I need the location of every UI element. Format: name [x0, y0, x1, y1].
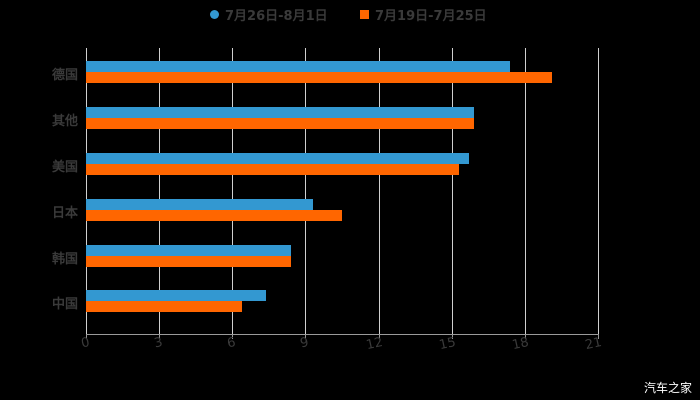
- x-tick-label: 21: [583, 335, 604, 354]
- bar-series-1[interactable]: [86, 61, 510, 72]
- gridline: [452, 48, 453, 334]
- axis-tick: [232, 334, 233, 339]
- legend-label: 7月26日-8月1日: [225, 8, 328, 24]
- axis-tick: [452, 334, 453, 339]
- bar-series-1[interactable]: [86, 290, 266, 301]
- axis-tick: [305, 334, 306, 339]
- bar-series-2[interactable]: [86, 301, 242, 312]
- x-tick-label: 6: [225, 335, 238, 352]
- gridline: [598, 48, 599, 334]
- watermark: 汽车之家: [643, 381, 692, 395]
- x-tick-label: 9: [298, 335, 311, 352]
- x-axis-line: [86, 334, 599, 335]
- bar-series-2[interactable]: [86, 210, 342, 221]
- category-label: 韩国: [51, 252, 78, 267]
- axis-tick: [525, 334, 526, 339]
- gridline: [86, 48, 87, 334]
- bar-series-1[interactable]: [86, 199, 313, 210]
- category-label: 其他: [51, 114, 78, 129]
- axis-tick: [159, 334, 160, 339]
- gridline: [525, 48, 526, 334]
- gridline: [305, 48, 306, 334]
- category-label: 美国: [51, 160, 78, 175]
- bar-series-1[interactable]: [86, 153, 469, 164]
- category-label: 中国: [51, 297, 78, 312]
- category-label: 日本: [51, 206, 78, 221]
- axis-tick: [86, 334, 87, 339]
- category-label: 德国: [51, 68, 78, 83]
- x-tick-label: 0: [79, 335, 92, 352]
- gridline: [159, 48, 160, 334]
- bar-series-2[interactable]: [86, 164, 459, 175]
- bar-series-1[interactable]: [86, 107, 474, 118]
- legend-item-series-1[interactable]: 7月26日-8月1日: [210, 4, 328, 24]
- axis-tick: [379, 334, 380, 339]
- bar-series-2[interactable]: [86, 118, 474, 129]
- bar-series-2[interactable]: [86, 256, 291, 267]
- legend-label: 7月19日-7月25日: [375, 8, 487, 24]
- gridline: [379, 48, 380, 334]
- legend-square-icon: [360, 9, 369, 19]
- gridline: [232, 48, 233, 334]
- x-tick-label: 12: [364, 335, 385, 354]
- axis-tick: [598, 334, 599, 339]
- bar-series-1[interactable]: [86, 245, 291, 256]
- x-tick-label: 15: [437, 335, 458, 354]
- legend-circle-icon: [210, 9, 219, 19]
- bar-series-2[interactable]: [86, 72, 552, 83]
- legend-item-series-2[interactable]: 7月19日-7月25日: [360, 4, 487, 24]
- chart-legend: 7月26日-8月1日 7月19日-7月25日: [0, 4, 700, 24]
- x-tick-label: 18: [510, 335, 531, 354]
- x-tick-label: 3: [152, 335, 165, 352]
